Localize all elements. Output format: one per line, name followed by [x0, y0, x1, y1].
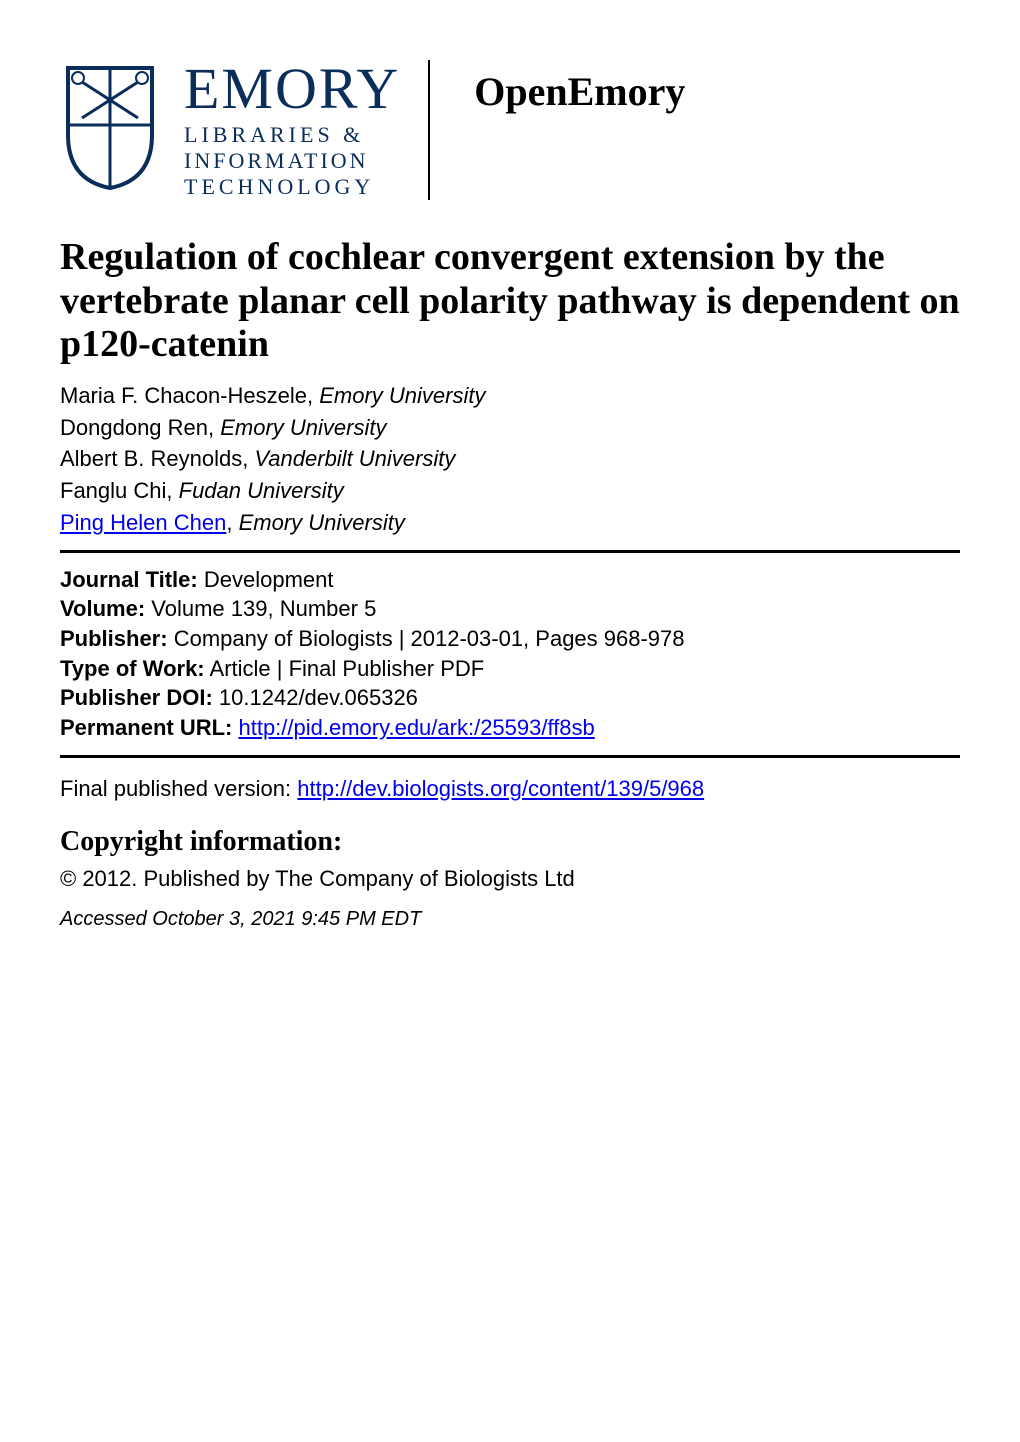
meta-label: Permanent URL:	[60, 715, 232, 740]
meta-volume: Volume: Volume 139, Number 5	[60, 594, 960, 624]
author-affiliation: Emory University	[319, 383, 485, 408]
meta-label: Publisher:	[60, 626, 168, 651]
author-line: Albert B. Reynolds, Vanderbilt Universit…	[60, 444, 960, 474]
emory-subline-libraries: LIBRARIES &	[184, 122, 400, 148]
open-emory-label: OpenEmory	[454, 60, 685, 115]
article-title: Regulation of cochlear convergent extens…	[60, 236, 960, 367]
author-affiliation: Fudan University	[179, 478, 344, 503]
meta-value: Article | Final Publisher PDF	[210, 656, 485, 681]
author-name: Dongdong Ren	[60, 415, 208, 440]
meta-publisher-doi: Publisher DOI: 10.1242/dev.065326	[60, 683, 960, 713]
meta-value: Development	[204, 567, 334, 592]
author-name-link[interactable]: Ping Helen Chen	[60, 510, 226, 535]
meta-permanent-url: Permanent URL: http://pid.emory.edu/ark:…	[60, 713, 960, 743]
meta-label: Type of Work:	[60, 656, 205, 681]
meta-label: Volume:	[60, 596, 145, 621]
emory-subline-technology: TECHNOLOGY	[184, 174, 400, 200]
meta-publisher: Publisher: Company of Biologists | 2012-…	[60, 624, 960, 654]
author-affiliation: Emory University	[239, 510, 405, 535]
meta-value: Company of Biologists | 2012-03-01, Page…	[174, 626, 685, 651]
meta-label: Journal Title:	[60, 567, 198, 592]
author-affiliation: Vanderbilt University	[254, 446, 455, 471]
divider	[60, 550, 960, 553]
author-affiliation: Emory University	[220, 415, 386, 440]
final-version-label: Final published version:	[60, 776, 291, 801]
final-version-link[interactable]: http://dev.biologists.org/content/139/5/…	[297, 776, 704, 801]
author-name: Maria F. Chacon-Heszele	[60, 383, 307, 408]
final-version-line: Final published version: http://dev.biol…	[60, 776, 960, 802]
metadata-block: Journal Title: Development Volume: Volum…	[60, 565, 960, 743]
emory-subline-information: INFORMATION	[184, 148, 400, 174]
author-list: Maria F. Chacon-Heszele, Emory Universit…	[60, 381, 960, 537]
copyright-heading: Copyright information:	[60, 826, 960, 858]
author-name: Albert B. Reynolds	[60, 446, 242, 471]
meta-type-of-work: Type of Work: Article | Final Publisher …	[60, 654, 960, 684]
accessed-timestamp: Accessed October 3, 2021 9:45 PM EDT	[60, 908, 960, 931]
author-line: Dongdong Ren, Emory University	[60, 413, 960, 443]
meta-journal-title: Journal Title: Development	[60, 565, 960, 595]
emory-shield-icon	[60, 60, 160, 195]
divider	[60, 755, 960, 758]
author-line: Maria F. Chacon-Heszele, Emory Universit…	[60, 381, 960, 411]
author-line: Ping Helen Chen, Emory University	[60, 508, 960, 538]
emory-text-block: EMORY LIBRARIES & INFORMATION TECHNOLOGY	[184, 60, 430, 200]
author-name: Fanglu Chi	[60, 478, 166, 503]
copyright-text: © 2012. Published by The Company of Biol…	[60, 866, 960, 892]
meta-value: 10.1242/dev.065326	[219, 685, 418, 710]
meta-value: Volume 139, Number 5	[151, 596, 376, 621]
meta-label: Publisher DOI:	[60, 685, 213, 710]
header-logo-row: EMORY LIBRARIES & INFORMATION TECHNOLOGY…	[60, 60, 960, 200]
author-line: Fanglu Chi, Fudan University	[60, 476, 960, 506]
permanent-url-link[interactable]: http://pid.emory.edu/ark:/25593/ff8sb	[238, 715, 594, 740]
emory-wordmark: EMORY	[184, 60, 400, 118]
